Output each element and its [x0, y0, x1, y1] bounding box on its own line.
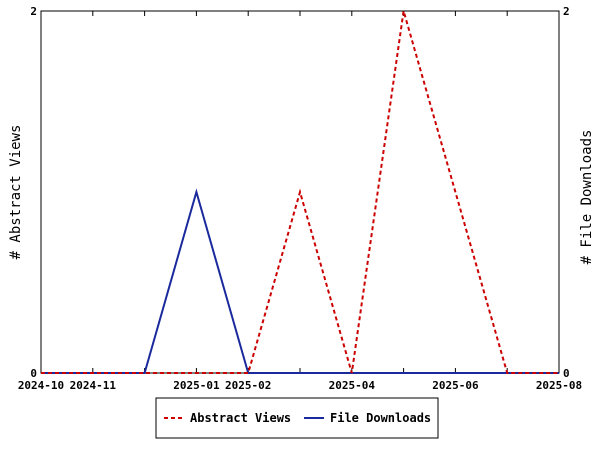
x-tick-label: 2025-06 [432, 379, 479, 392]
y-axis-right-title: # File Downloads [579, 130, 595, 265]
legend-label-abstract-views: Abstract Views [190, 411, 291, 425]
series-lines [41, 10, 559, 374]
legend-box [155, 397, 439, 439]
legend: Abstract Views File Downloads [155, 397, 439, 439]
y-axis-left-title: # Abstract Views [8, 125, 24, 260]
x-tick-label: 2024-10 [18, 379, 64, 392]
x-tick-label: 2025-08 [536, 379, 582, 392]
x-tick-label: 2025-02 [225, 379, 271, 392]
y-left-tick-label: 0 [30, 367, 37, 380]
y-right-tick-label: 2 [563, 5, 570, 18]
x-tick-label: 2025-01 [173, 379, 220, 392]
y-left-tick-label: 2 [30, 5, 37, 18]
x-tick-label: 2024-11 [70, 379, 117, 392]
y-right-tick-label: 0 [563, 367, 570, 380]
legend-label-file-downloads: File Downloads [330, 411, 431, 425]
x-tick-label: 2025-04 [329, 379, 376, 392]
series-line-abstract-views [41, 10, 559, 374]
